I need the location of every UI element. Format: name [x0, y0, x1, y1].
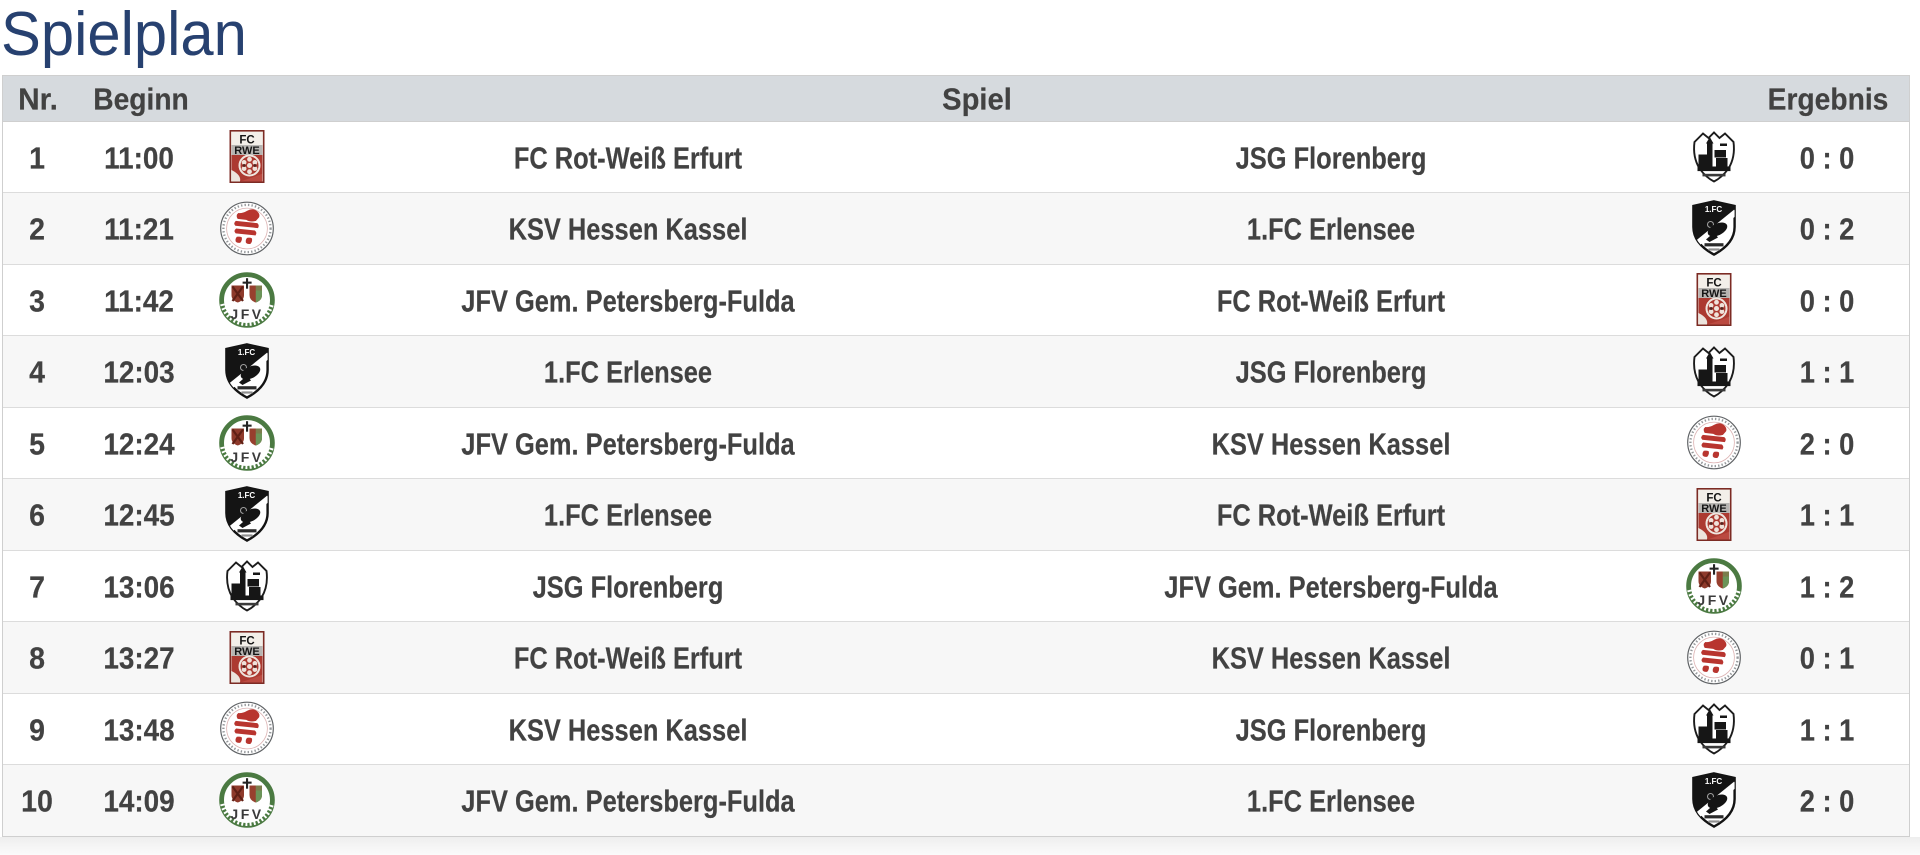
svg-text:1.FC: 1.FC — [238, 491, 256, 500]
svg-text:FC: FC — [239, 635, 254, 647]
svg-text:JFV: JFV — [230, 449, 263, 465]
svg-text:FC: FC — [1706, 492, 1721, 504]
svg-text:JFV: JFV — [1697, 592, 1730, 608]
svg-text:1.FC: 1.FC — [1705, 777, 1723, 786]
svg-text:1.FC: 1.FC — [238, 348, 256, 357]
svg-text:RWE: RWE — [1701, 503, 1726, 515]
svg-text:RWE: RWE — [234, 145, 259, 157]
svg-text:FC: FC — [239, 135, 254, 147]
svg-text:FC: FC — [1706, 278, 1721, 290]
svg-text:JFV: JFV — [230, 306, 263, 322]
svg-text:1.FC: 1.FC — [1705, 205, 1723, 214]
svg-text:RWE: RWE — [234, 646, 259, 658]
svg-text:JFV: JFV — [230, 806, 263, 822]
svg-text:RWE: RWE — [1701, 288, 1726, 300]
